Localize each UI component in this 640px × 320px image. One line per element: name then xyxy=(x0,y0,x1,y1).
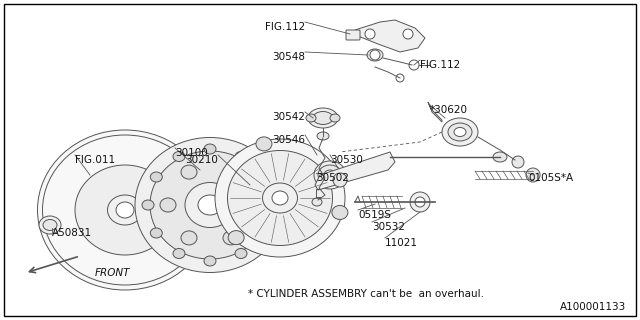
Ellipse shape xyxy=(306,114,316,122)
Text: 0105S*A: 0105S*A xyxy=(528,173,573,183)
Ellipse shape xyxy=(215,139,345,257)
Ellipse shape xyxy=(442,118,478,146)
Ellipse shape xyxy=(135,138,285,273)
Ellipse shape xyxy=(173,151,185,162)
Ellipse shape xyxy=(150,228,163,238)
Ellipse shape xyxy=(227,150,333,245)
Ellipse shape xyxy=(332,205,348,220)
Ellipse shape xyxy=(173,249,185,259)
Polygon shape xyxy=(428,102,442,122)
Text: 30530: 30530 xyxy=(330,155,363,165)
Ellipse shape xyxy=(38,130,212,290)
Circle shape xyxy=(526,168,540,182)
Polygon shape xyxy=(355,20,425,52)
Ellipse shape xyxy=(367,49,383,61)
Text: 30210: 30210 xyxy=(185,155,218,165)
Ellipse shape xyxy=(39,216,61,234)
Text: FIG.112: FIG.112 xyxy=(420,60,460,70)
Ellipse shape xyxy=(244,198,260,212)
Circle shape xyxy=(409,60,419,70)
Ellipse shape xyxy=(313,111,333,124)
Ellipse shape xyxy=(160,198,176,212)
Ellipse shape xyxy=(308,108,338,128)
Ellipse shape xyxy=(454,127,466,137)
Ellipse shape xyxy=(324,170,336,180)
Text: FIG.011: FIG.011 xyxy=(75,155,115,165)
Ellipse shape xyxy=(150,151,270,259)
Text: 0519S: 0519S xyxy=(358,210,391,220)
Text: 30532: 30532 xyxy=(372,222,405,232)
Ellipse shape xyxy=(223,231,239,245)
Ellipse shape xyxy=(116,202,134,218)
Text: 30548: 30548 xyxy=(272,52,305,62)
Ellipse shape xyxy=(235,151,247,162)
Circle shape xyxy=(370,50,380,60)
Ellipse shape xyxy=(258,228,269,238)
Ellipse shape xyxy=(318,165,342,185)
Text: FRONT: FRONT xyxy=(95,268,131,278)
Ellipse shape xyxy=(330,114,340,122)
Text: A50831: A50831 xyxy=(52,228,92,238)
Circle shape xyxy=(403,29,413,39)
Text: *30620: *30620 xyxy=(430,105,468,115)
Ellipse shape xyxy=(150,172,163,182)
Ellipse shape xyxy=(108,195,143,225)
Ellipse shape xyxy=(258,172,269,182)
Text: * CYLINDER ASSEMBRY can't be  an overhaul.: * CYLINDER ASSEMBRY can't be an overhaul… xyxy=(248,289,484,299)
Text: 30542: 30542 xyxy=(272,112,305,122)
Ellipse shape xyxy=(75,165,175,255)
Ellipse shape xyxy=(266,200,278,210)
Text: A100001133: A100001133 xyxy=(560,302,627,312)
Ellipse shape xyxy=(272,191,288,205)
Ellipse shape xyxy=(314,161,346,189)
Ellipse shape xyxy=(204,144,216,154)
Ellipse shape xyxy=(262,183,298,213)
Circle shape xyxy=(333,173,347,187)
Ellipse shape xyxy=(223,165,239,179)
Ellipse shape xyxy=(312,198,322,206)
Ellipse shape xyxy=(228,231,244,244)
Circle shape xyxy=(415,197,425,207)
Circle shape xyxy=(512,156,524,168)
Ellipse shape xyxy=(256,137,272,151)
Text: 30100: 30100 xyxy=(175,148,208,158)
Ellipse shape xyxy=(235,249,247,259)
Ellipse shape xyxy=(142,200,154,210)
FancyBboxPatch shape xyxy=(346,30,360,40)
Text: 30502: 30502 xyxy=(316,173,349,183)
Ellipse shape xyxy=(43,220,57,230)
Ellipse shape xyxy=(185,182,235,228)
Polygon shape xyxy=(315,152,395,190)
Ellipse shape xyxy=(198,195,222,215)
Ellipse shape xyxy=(317,132,329,140)
Ellipse shape xyxy=(448,123,472,141)
Text: 11021: 11021 xyxy=(385,238,418,248)
Text: 30546: 30546 xyxy=(272,135,305,145)
Text: FIG.112: FIG.112 xyxy=(265,22,305,32)
Ellipse shape xyxy=(204,256,216,266)
Ellipse shape xyxy=(181,231,197,245)
Ellipse shape xyxy=(181,165,197,179)
Ellipse shape xyxy=(493,152,507,162)
Circle shape xyxy=(365,29,375,39)
Circle shape xyxy=(410,192,430,212)
Circle shape xyxy=(396,74,404,82)
